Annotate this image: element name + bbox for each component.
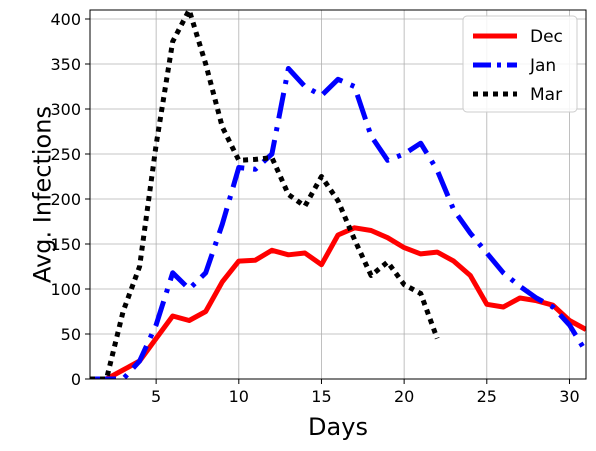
y-tick-label: 250 [50,145,81,164]
y-tick-label: 400 [50,10,81,29]
legend-label-mar: Mar [530,85,562,105]
x-tick-label: 5 [151,387,161,406]
y-tick-label: 200 [50,190,81,209]
series-line-mar [90,10,440,379]
x-axis-title: Days [308,413,368,441]
y-tick-label: 350 [50,55,81,74]
legend-box [462,15,578,113]
y-tick-label: 100 [50,280,81,299]
x-tick-label: 20 [394,387,414,406]
series-line-dec [90,225,586,379]
y-tick-label: 300 [50,100,81,119]
x-tick-label: 25 [477,387,497,406]
legend-label-dec: Dec [530,27,563,47]
legend-label-jan: Jan [529,56,556,76]
y-tick-label: 0 [71,370,81,389]
x-tick-label: 30 [559,387,579,406]
x-tick-label: 10 [229,387,249,406]
series-layer [90,10,586,379]
y-axis-title: Avg. Infections [28,106,56,283]
y-tick-label: 150 [50,235,81,254]
series-line-jan [90,66,586,379]
x-tick-label: 15 [311,387,331,406]
plot-frame [89,9,587,380]
y-tick-label: 50 [61,325,81,344]
legend: Dec Jan Mar [462,15,578,113]
